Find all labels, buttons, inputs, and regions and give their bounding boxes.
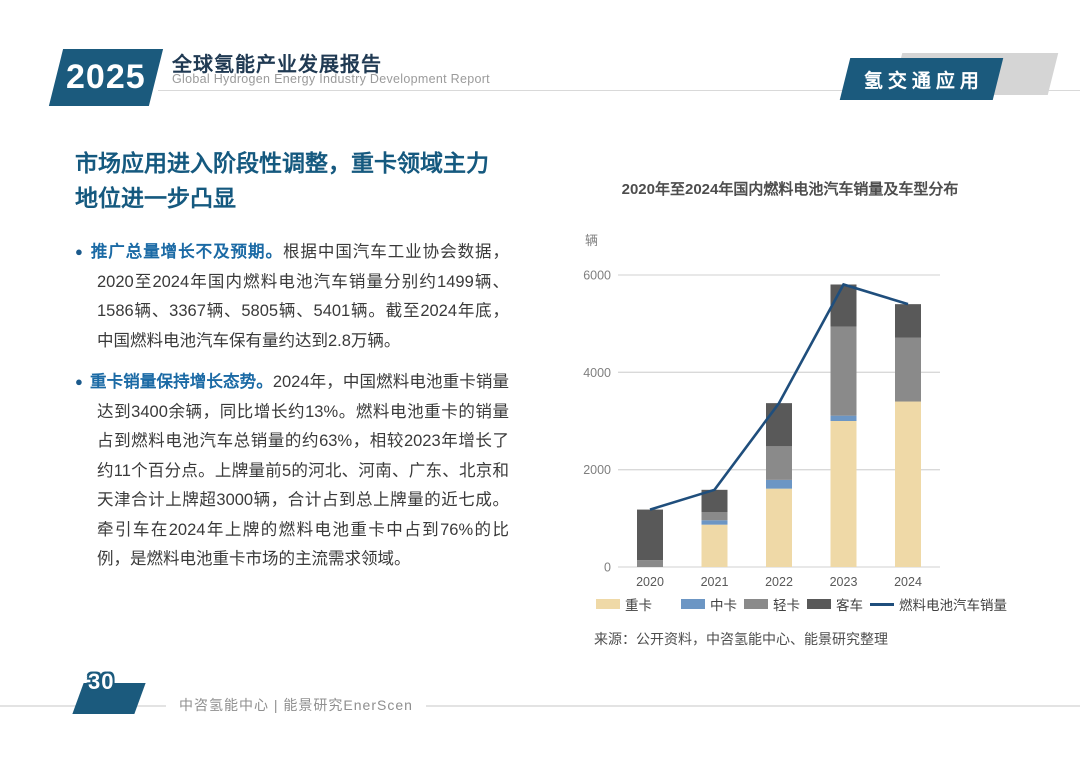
legend-item: 中卡 [681, 594, 737, 614]
bar-segment-重卡 [830, 421, 857, 567]
bar-segment-中卡 [766, 479, 792, 489]
text-column: 市场应用进入阶段性调整，重卡领域主力地位进一步凸显 ● 推广总量增长不及预期。根据… [75, 146, 509, 575]
legend-color-swatch [744, 599, 768, 609]
x-axis-tick-label: 2024 [894, 575, 922, 589]
bar-segment-轻卡 [637, 560, 663, 567]
x-axis-tick-label: 2020 [636, 575, 664, 589]
footer-text: 中咨氢能中心 | 能景研究EnerScen [166, 696, 426, 715]
footer-divider [0, 705, 1080, 707]
x-axis-tick-label: 2023 [830, 575, 858, 589]
chart-unit-label: 辆 [585, 233, 599, 248]
bullet-lead: 重卡销量保持增长态势。 [89, 373, 273, 391]
legend-color-swatch [596, 599, 620, 609]
page-number: 30 [88, 669, 115, 694]
bullet-body: 2024年，中国燃料电池重卡销量达到3400余辆，同比增长约13%。燃料电池重卡… [97, 373, 509, 568]
section-heading: 市场应用进入阶段性调整，重卡领域主力地位进一步凸显 [75, 150, 489, 211]
bar-segment-重卡 [701, 524, 728, 567]
legend-label: 燃料电池汽车销量 [899, 598, 1007, 613]
bullet-paragraph: ● 推广总量增长不及预期。根据中国汽车工业协会数据，2020至2024年国内燃料电… [75, 237, 509, 356]
topic-badge: 氢交通应用 [839, 58, 1004, 100]
y-axis-tick-label: 2000 [583, 463, 611, 477]
report-title-zh: 全球氢能产业发展报告 [172, 54, 382, 76]
y-axis-tick-label: 0 [604, 561, 611, 575]
bar-segment-客车 [895, 304, 921, 338]
topic-badge-label: 氢交通应用 [863, 70, 984, 92]
bullet-icon: ● [75, 244, 84, 259]
bar-segment-中卡 [701, 520, 728, 525]
chart-legend: 重卡 中卡 轻卡 客车 燃料电池汽车销量 [596, 594, 1014, 614]
legend-label: 轻卡 [773, 598, 800, 613]
x-axis-tick-label: 2022 [765, 575, 793, 589]
legend-label: 重卡 [625, 598, 652, 613]
legend-color-swatch [681, 599, 705, 609]
year-label: 2025 [66, 58, 146, 96]
bar-segment-轻卡 [830, 326, 857, 416]
chart-source: 来源：公开资料，中咨氢能中心、能景研究整理 [594, 631, 888, 647]
bullet-body: 根据中国汽车工业协会数据，2020至2024年国内燃料电池汽车销量分别约1499… [97, 243, 510, 350]
bar-segment-重卡 [895, 401, 921, 567]
legend-item: 重卡 [596, 594, 652, 614]
bar-segment-中卡 [830, 415, 857, 421]
legend-line-swatch [870, 602, 894, 606]
legend-item: 客车 [807, 594, 863, 614]
bar-segment-客车 [701, 489, 728, 513]
bar-segment-轻卡 [701, 512, 728, 521]
x-axis-tick-label: 2021 [701, 575, 729, 589]
y-axis-tick-label: 6000 [583, 269, 611, 283]
y-axis-tick-label: 4000 [583, 366, 611, 380]
chart-title: 2020年至2024年国内燃料电池汽车销量及车型分布 [621, 181, 959, 198]
bullet-icon: ● [75, 374, 83, 389]
bar-segment-客车 [766, 403, 792, 447]
bar-segment-客车 [830, 284, 857, 327]
bullet-paragraph: ● 重卡销量保持增长态势。2024年，中国燃料电池重卡销量达到3400余辆，同比增… [75, 367, 509, 575]
bar-segment-客车 [637, 509, 663, 561]
bar-segment-重卡 [766, 488, 792, 567]
bar-segment-轻卡 [895, 337, 921, 402]
legend-item: 轻卡 [744, 594, 800, 614]
legend-item: 燃料电池汽车销量 [870, 594, 1007, 614]
stacked-bar-line-chart: 0 2000 4000 6000 2020 2021 2022 2023 2024 [583, 269, 940, 589]
year-badge: 2025 [48, 49, 164, 106]
chart-panel: 2020年至2024年国内燃料电池汽车销量及车型分布 辆 0 2000 4000 60… [560, 170, 1020, 700]
legend-label: 客车 [836, 598, 863, 613]
header-divider [158, 90, 1080, 91]
trend-line [649, 282, 909, 511]
report-title-en: Global Hydrogen Energy Industry Developm… [172, 72, 490, 86]
bar-segment-轻卡 [766, 446, 792, 480]
legend-color-swatch [807, 599, 831, 609]
bullet-lead: 推广总量增长不及预期。 [90, 243, 283, 261]
legend-label: 中卡 [710, 598, 737, 613]
